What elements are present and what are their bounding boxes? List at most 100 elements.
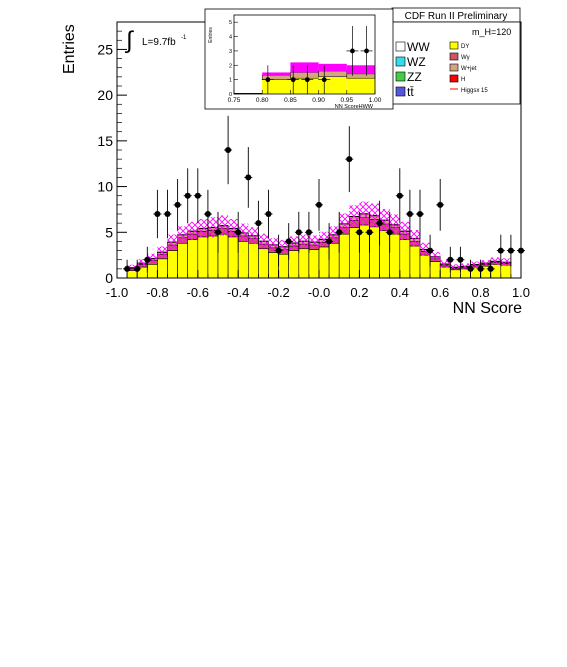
x-tick-label-10: 1.0 — [512, 285, 530, 300]
bar-dy-37 — [500, 264, 512, 279]
uncertainty-bin-20 — [329, 226, 340, 243]
legend-swatch-small-3 — [449, 74, 459, 83]
legend-label-small-4: Higgsx 15 — [461, 88, 488, 94]
data-point-4 — [164, 211, 171, 217]
data-point-0 — [124, 265, 131, 272]
legend-label-2: ZZ — [407, 70, 422, 84]
bar-dy-29 — [419, 254, 431, 279]
uncertainty-bin-5 — [177, 226, 188, 243]
data-point-24 — [366, 229, 373, 236]
inset-y-tick-label-4: 4 — [229, 35, 232, 41]
inset-y-tick-label-1: 1 — [229, 78, 232, 84]
inset-uncertainty-2 — [290, 62, 319, 73]
uncertainty-bin-17 — [298, 234, 309, 248]
inset-x-label: NN ScoreHWW — [335, 104, 374, 110]
uncertainty-bin-21 — [339, 213, 350, 234]
header-box: CDF Run II Preliminary — [391, 7, 521, 23]
bar-dy-13 — [258, 248, 269, 279]
uncertainty-bin-28 — [409, 230, 420, 247]
inset-x-tick-label-3: 0.90 — [312, 97, 325, 104]
uncertainty-bin-13 — [258, 233, 269, 249]
inset-x-tick-label-5: 1.00 — [369, 97, 382, 104]
bar-dy-4 — [167, 250, 178, 279]
data-point-32 — [447, 256, 454, 263]
uncertainty-bin-11 — [238, 223, 249, 242]
data-point-8 — [204, 211, 211, 217]
data-point-6 — [184, 192, 191, 199]
inset-bkg-bin-1 — [262, 79, 291, 94]
inset-bkg-top-4 — [346, 73, 376, 79]
inset-data-point-4 — [350, 48, 355, 54]
x-tick-label-7: 0.4 — [391, 285, 409, 300]
x-tick-label-8: 0.6 — [431, 285, 449, 300]
x-tick-label-3: -0.4 — [227, 285, 249, 300]
luminosity-exponent: -1 — [181, 35, 187, 41]
data-point-23 — [356, 229, 363, 236]
inset-x-tick-label-4: 0.95 — [340, 97, 353, 104]
bar-dy-21 — [338, 233, 350, 279]
bar-dy-6 — [187, 239, 199, 279]
header-title: CDF Run II Preliminary — [405, 11, 508, 22]
uncertainty-bin-23 — [359, 201, 370, 226]
uncertainty-bin-19 — [319, 231, 330, 247]
x-tick-label-5: -0.0 — [308, 285, 330, 300]
inset-x-tick-label-0: 0.75 — [228, 97, 241, 104]
inset-y-label: Entries — [208, 27, 214, 43]
data-point-14 — [265, 211, 272, 217]
data-point-20 — [326, 238, 333, 245]
uncertainty-bin-3 — [157, 246, 168, 258]
data-point-30 — [427, 247, 434, 254]
legend-label-3: tt̄ — [407, 85, 414, 99]
uncertainty-bin-18 — [308, 235, 319, 249]
bar-dy-19 — [318, 246, 330, 279]
uncertainty-bin-1 — [137, 259, 148, 267]
bar-dy-28 — [409, 245, 421, 279]
bar-dy-27 — [399, 239, 411, 279]
data-point-22 — [346, 156, 353, 163]
bar-dy-12 — [248, 242, 259, 279]
bar-dy-5 — [177, 242, 189, 279]
uncertainty-bin-33 — [460, 263, 471, 269]
x-tick-label-0: -1.0 — [106, 285, 128, 300]
x-tick-label-6: 0.2 — [350, 285, 368, 300]
data-point-3 — [154, 211, 161, 217]
uncertainty-bin-10 — [228, 219, 239, 238]
uncertainty-bin-8 — [207, 217, 218, 238]
y-tick-label-4: 20 — [97, 87, 113, 103]
data-point-1 — [134, 265, 141, 272]
legend-swatch-0 — [395, 41, 406, 52]
bar-dy-15 — [278, 253, 290, 279]
inset-data-point-2 — [304, 77, 310, 83]
uncertainty-bin-7 — [197, 219, 208, 238]
inset-y-tick-label-0: 0 — [229, 92, 232, 98]
uncertainty-bin-12 — [248, 227, 259, 244]
data-point-26 — [386, 229, 393, 236]
data-point-35 — [477, 265, 484, 272]
uncertainty-bin-25 — [379, 208, 390, 231]
bar-dy-9 — [217, 233, 229, 279]
bar-dy-7 — [197, 236, 209, 279]
bar-dy-0 — [126, 270, 138, 279]
uncertainty-bin-2 — [147, 253, 158, 263]
data-point-11 — [235, 229, 242, 236]
y-axis-label: Entries — [61, 24, 78, 74]
uncertainty-bin-31 — [440, 260, 451, 268]
uncertainty-bin-14 — [268, 238, 279, 252]
uncertainty-bin-0 — [127, 264, 138, 271]
uncertainty-bin-22 — [349, 205, 360, 228]
legend-swatch-small-2 — [449, 63, 459, 72]
y-tick-label-3: 15 — [97, 133, 113, 149]
uncertainty-bin-6 — [187, 221, 198, 241]
bar-dy-25 — [379, 230, 391, 279]
integral-icon: ∫ — [124, 27, 134, 54]
data-point-17 — [295, 229, 302, 236]
data-point-15 — [275, 247, 282, 254]
legend-swatch-3 — [395, 86, 406, 97]
mass-label: m_H=120 — [472, 27, 511, 37]
data-point-9 — [215, 229, 221, 236]
y-tick-label-5: 25 — [97, 41, 113, 57]
legend-label-0: WW — [407, 40, 430, 54]
inset-chart: 0.75 0.80 0.85 0.90 0.95 1.00 0 1 2 3 4 5 Entries N… — [204, 8, 394, 110]
